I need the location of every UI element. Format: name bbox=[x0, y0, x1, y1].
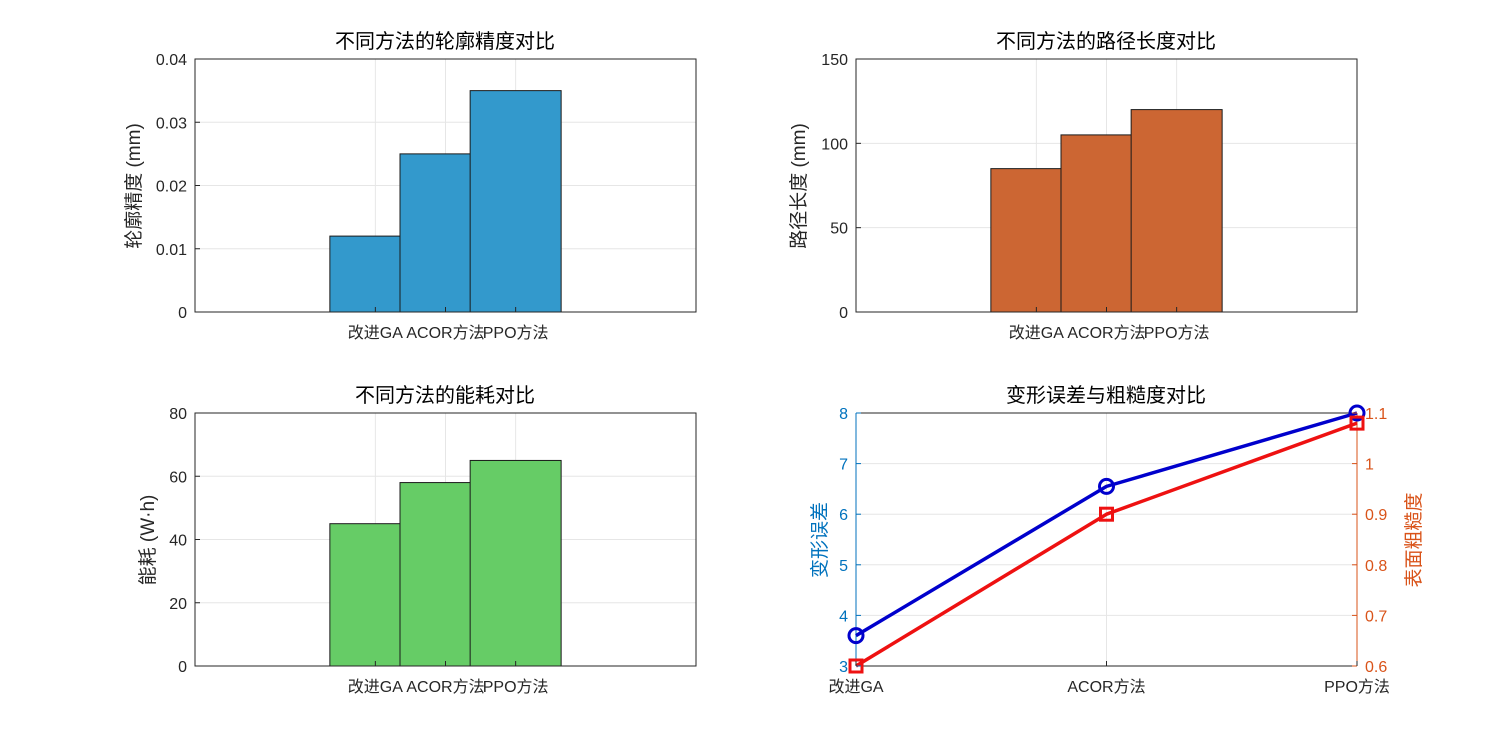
bar bbox=[1130, 109, 1223, 313]
y-tick-label: 0 bbox=[839, 305, 848, 322]
y-tick-label: 0.01 bbox=[156, 242, 187, 259]
y-axis-label: 能耗 (W·h) bbox=[137, 495, 159, 586]
x-tick-label: 改进GA bbox=[348, 678, 403, 696]
x-tick-label: PPO方法 bbox=[483, 678, 549, 696]
left-y-tick-label: 6 bbox=[839, 507, 848, 524]
y-tick-label: 40 bbox=[169, 533, 187, 550]
right-y-ticks: 0.6 0.7 0.8 0.9 1 1.1 bbox=[1352, 406, 1387, 676]
right-y-tick-label: 1 bbox=[1365, 457, 1374, 474]
y-ticks: 0 50 100 150 bbox=[821, 52, 861, 322]
bars bbox=[329, 459, 562, 667]
x-tick-label: ACOR方法 bbox=[1067, 324, 1145, 342]
bar bbox=[469, 459, 562, 667]
y-tick-label: 50 bbox=[830, 221, 848, 238]
square-marker bbox=[848, 658, 864, 674]
left-y-axis-label: 变形误差 bbox=[809, 502, 831, 578]
y-tick-label: 150 bbox=[821, 52, 848, 69]
x-tick-label: ACOR方法 bbox=[1067, 678, 1145, 696]
y-tick-label: 60 bbox=[169, 469, 187, 486]
series-lines bbox=[847, 404, 1366, 674]
square-marker bbox=[1349, 415, 1365, 431]
accuracy-chart: 不同方法的轮廓精度对比 轮廓精度 (mm) 00.010.020.030.04 … bbox=[123, 30, 697, 342]
energy-chart: 不同方法的能耗对比 能耗 (W·h) 0 20 40 60 80 改进GA ACOR方法P… bbox=[137, 384, 697, 696]
right-y-tick-label: 0.6 bbox=[1365, 659, 1387, 676]
bars bbox=[329, 90, 562, 313]
x-ticks: 改进GA ACOR方法 PPO方法 bbox=[828, 661, 1390, 696]
x-tick-label: PPO方法 bbox=[1144, 324, 1210, 342]
x-tick-label: 改进GA bbox=[828, 678, 883, 696]
circle-marker bbox=[847, 627, 865, 645]
x-tick-label: PPO方法 bbox=[483, 324, 549, 342]
left-y-tick-label: 8 bbox=[839, 406, 848, 423]
series-line bbox=[855, 411, 1358, 638]
left-y-tick-label: 3 bbox=[839, 659, 848, 676]
chart-title: 不同方法的能耗对比 bbox=[355, 384, 535, 407]
series-line bbox=[855, 421, 1358, 668]
y-axis-label: 路径长度 (mm) bbox=[788, 123, 810, 249]
y-tick-label: 80 bbox=[169, 406, 187, 423]
right-y-axis-label: 表面粗糙度 bbox=[1403, 492, 1425, 587]
x-tick-label: ACOR方法 bbox=[406, 324, 484, 342]
x-tick-label: ACOR方法 bbox=[406, 678, 484, 696]
y-tick-label: 0 bbox=[178, 305, 187, 322]
path-length-chart: 不同方法的路径长度对比 路径长度 (mm) 0 50 100 150 改进GA ACOR… bbox=[788, 30, 1358, 342]
left-y-ticks: 3 4 5 6 7 8 bbox=[839, 406, 861, 676]
chart-title: 不同方法的路径长度对比 bbox=[996, 30, 1216, 53]
left-y-tick-label: 7 bbox=[839, 457, 848, 474]
y-tick-label: 20 bbox=[169, 596, 187, 613]
left-y-tick-label: 5 bbox=[839, 558, 848, 575]
right-y-tick-label: 0.9 bbox=[1365, 507, 1387, 524]
circle-marker bbox=[1348, 404, 1366, 422]
y-tick-label: 0 bbox=[178, 659, 187, 676]
y-tick-label: 0.02 bbox=[156, 179, 187, 196]
y-tick-label: 100 bbox=[821, 136, 848, 153]
right-y-tick-label: 1.1 bbox=[1365, 406, 1387, 423]
chart-title: 不同方法的轮廓精度对比 bbox=[335, 30, 555, 53]
x-tick-label: 改进GA bbox=[348, 324, 403, 342]
bars bbox=[990, 109, 1223, 313]
square-marker bbox=[1099, 506, 1114, 522]
right-y-tick-label: 0.7 bbox=[1365, 608, 1387, 625]
left-y-tick-label: 4 bbox=[839, 608, 848, 625]
y-ticks: 0 0.01 0.02 0.03 0.04 bbox=[156, 52, 200, 322]
x-tick-label: PPO方法 bbox=[1324, 678, 1390, 696]
y-axis-label: 轮廓精度 (mm) bbox=[123, 123, 145, 249]
chart-title: 变形误差与粗糙度对比 bbox=[1006, 384, 1206, 407]
circle-marker bbox=[1098, 477, 1115, 495]
y-tick-label: 0.04 bbox=[156, 52, 187, 69]
x-tick-label: 改进GA bbox=[1009, 324, 1064, 342]
right-y-tick-label: 0.8 bbox=[1365, 558, 1387, 575]
y-ticks: 0 20 40 60 80 bbox=[169, 406, 200, 676]
bar bbox=[469, 90, 562, 313]
y-tick-label: 0.03 bbox=[156, 115, 187, 132]
